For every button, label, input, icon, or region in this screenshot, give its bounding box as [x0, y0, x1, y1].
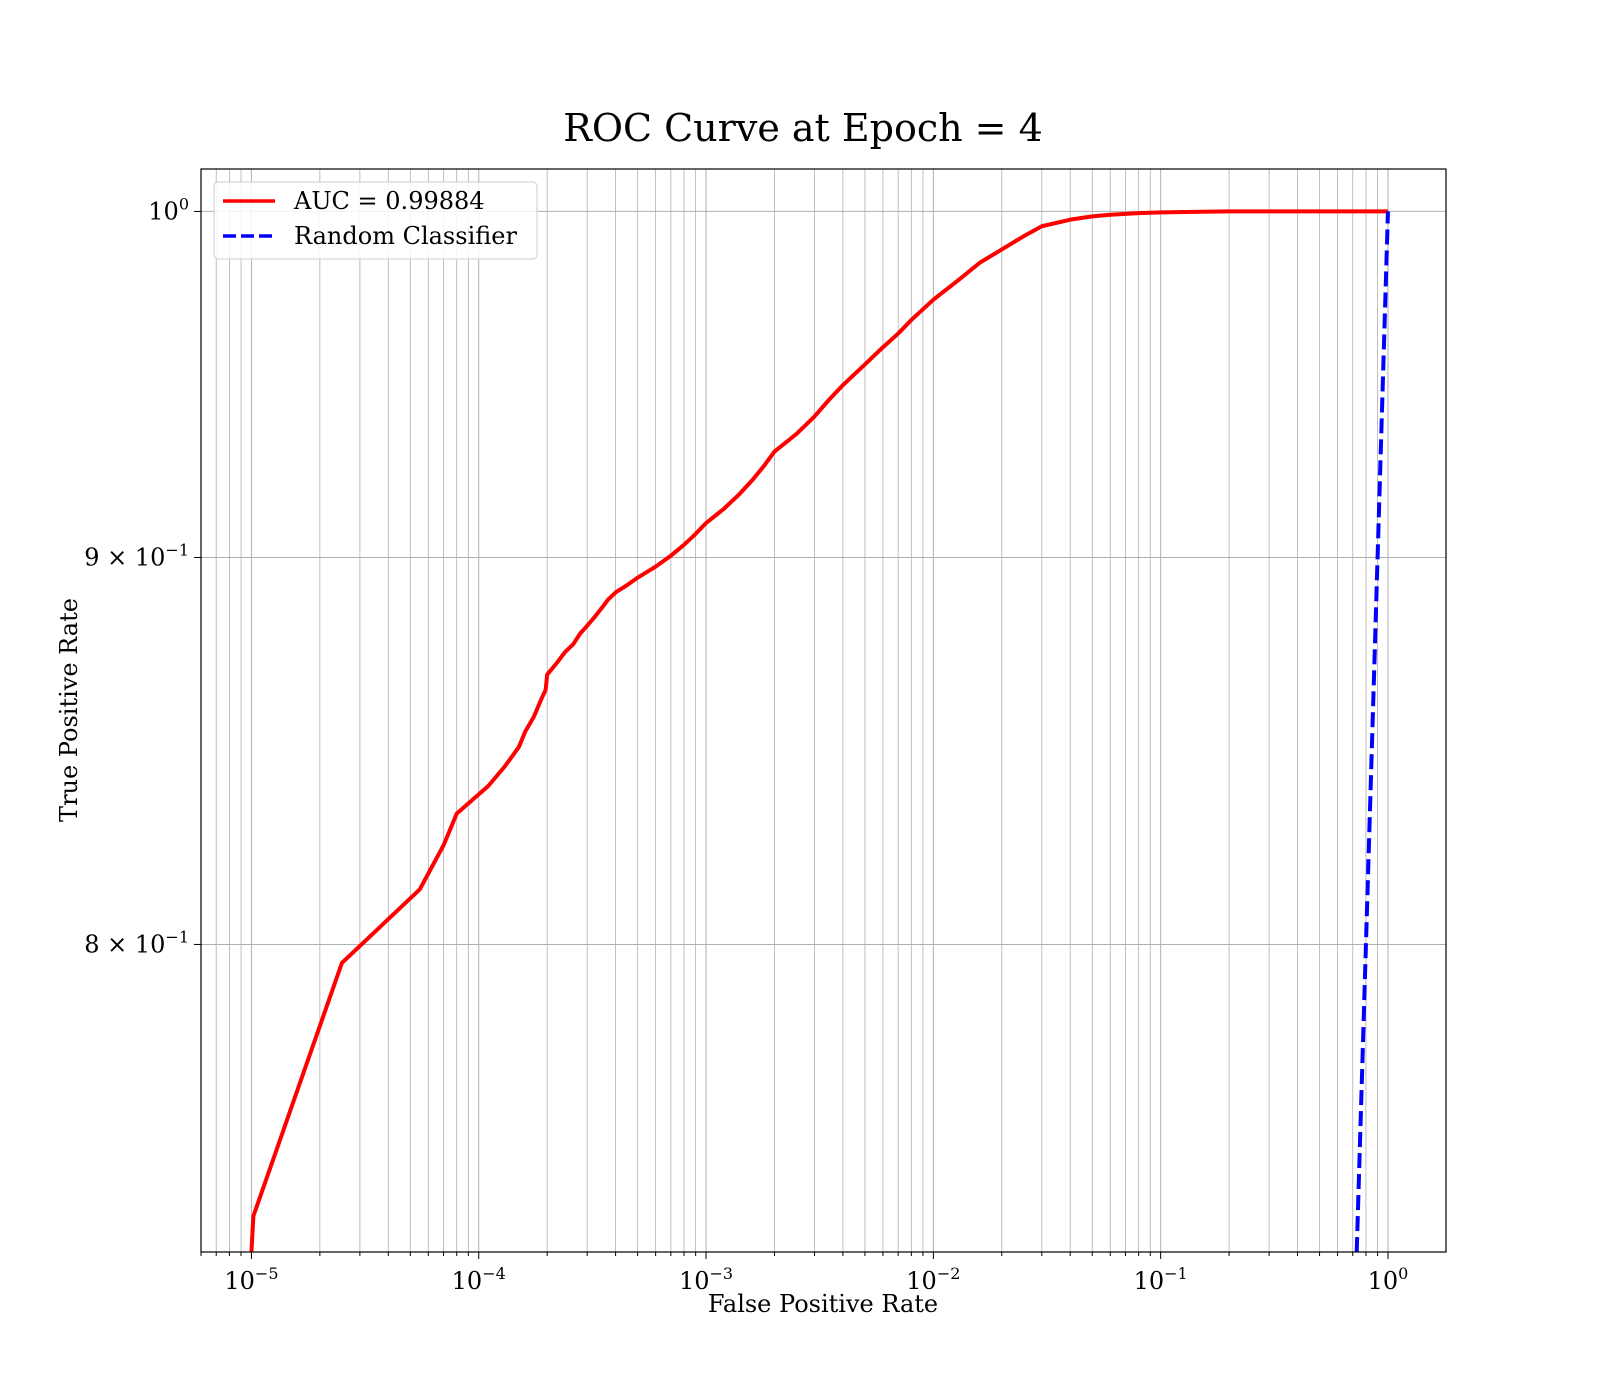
legend-label-auc: AUC = 0.99884 [293, 187, 485, 215]
tick-marks [194, 210, 1389, 1259]
x-tick-label: 100 [1368, 1264, 1409, 1295]
random-classifier-line [1354, 211, 1390, 1252]
x-axis-label: False Positive Rate [708, 1290, 938, 1318]
plot-frame [200, 168, 1447, 1253]
chart-title: ROC Curve at Epoch = 4 [563, 106, 1043, 150]
legend: AUC = 0.99884 Random Classifier [213, 181, 538, 260]
roc-curve-line [249, 209, 1388, 1252]
y-axis-label: True Positive Rate [55, 598, 83, 822]
legend-label-random: Random Classifier [294, 222, 517, 250]
tick-labels: 10−5 10−4 10−3 10−2 10−1 100 100 9 × 10−1 8 × 10… [84, 194, 1408, 1295]
grid-lines [200, 169, 1446, 1252]
y-tick-label: 100 [148, 194, 189, 225]
y-tick-label: 8 × 10−1 [84, 927, 189, 958]
legend-box [213, 181, 538, 260]
x-tick-label: 10−2 [906, 1264, 960, 1295]
x-tick-label: 10−4 [452, 1264, 506, 1295]
plot-lines [249, 209, 1390, 1252]
x-tick-label: 10−1 [1134, 1264, 1188, 1295]
x-tick-label: 10−3 [679, 1264, 733, 1295]
y-tick-label: 9 × 10−1 [84, 541, 189, 572]
x-tick-label: 10−5 [224, 1264, 278, 1295]
